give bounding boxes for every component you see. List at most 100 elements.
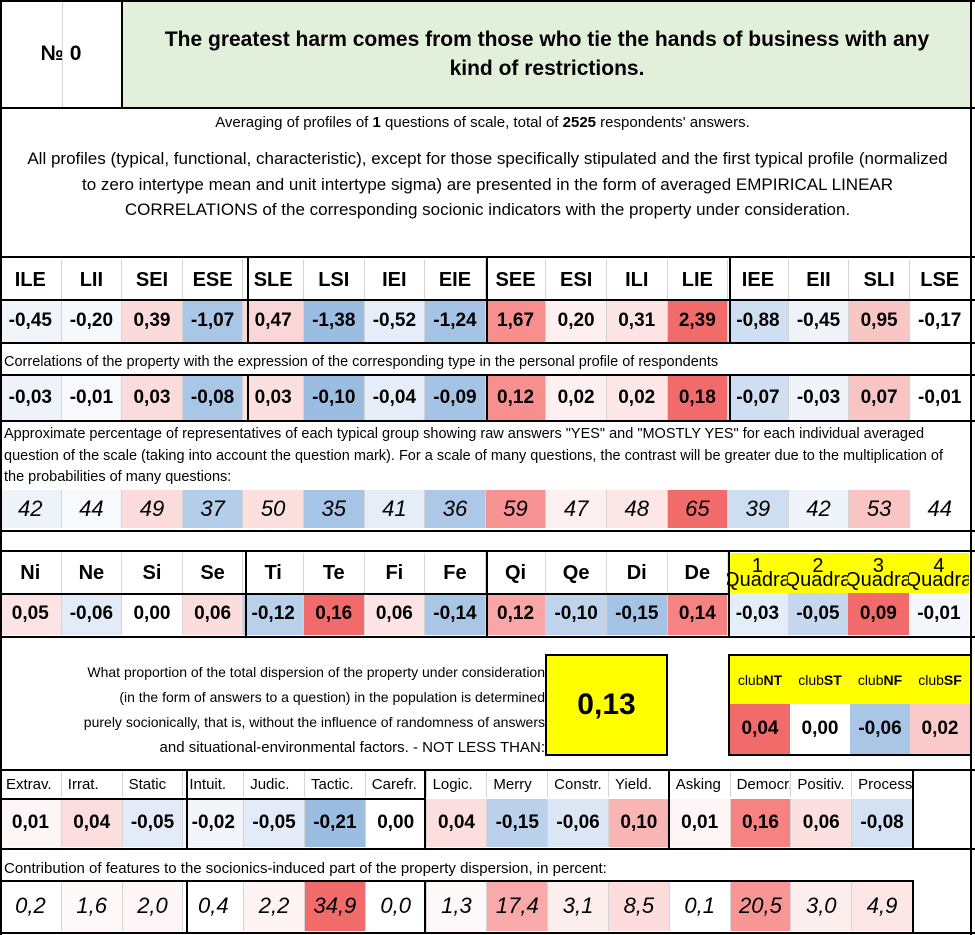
club-value-nf: -0,06: [850, 704, 910, 754]
type-score-iei: -0,52: [363, 300, 425, 342]
correlations-row: -0,03 -0,01 0,03 -0,08 0,03 -0,10 -0,04 -0,09 0,…: [0, 376, 975, 420]
trait-label-asking: Asking: [668, 771, 730, 797]
function-label-de: De: [666, 553, 728, 593]
clubs-table: club NT club ST club NF club SF 0,04 0,00 -0,06 0,…: [728, 654, 972, 756]
type-percentage-eii: 42: [787, 490, 849, 528]
quadra-label-2: 2 Quadra: [787, 553, 849, 593]
type-label-lii: LII: [60, 260, 122, 300]
trait-contribution-judic: 2,2: [243, 881, 304, 931]
trait-contribution-positiv: 3,0: [790, 881, 852, 931]
trait-contribution-logic: 1,3: [425, 881, 487, 931]
trait-value-irrat: 0,04: [60, 799, 122, 847]
quadra-word: Quadra: [727, 569, 788, 591]
type-correlation-sli: 0,07: [848, 376, 909, 420]
type-percentage-ili: 48: [605, 490, 667, 528]
type-percentage-ile: 42: [0, 490, 61, 528]
type-score-see: 1,67: [484, 300, 546, 342]
type-percentage-lii: 44: [60, 490, 122, 528]
type-label-eie: EIE: [424, 260, 485, 300]
type-percentage-iei: 41: [363, 490, 425, 528]
trait-label-democr: Democr.: [729, 771, 790, 797]
quadra-number: 1: [751, 555, 763, 577]
club-label-nt: club NT: [730, 656, 790, 704]
function-value-fi: 0,06: [363, 593, 425, 635]
club-prefix: club: [798, 672, 824, 688]
type-percentage-lie: 65: [666, 490, 728, 528]
functions-value-row: 0,05 -0,06 0,00 0,06 -0,12 0,16 0,06 -0,14 0,12-…: [0, 593, 975, 635]
answer-count: 2525: [562, 114, 597, 131]
club-value-sf: 0,02: [910, 704, 970, 754]
type-label-sei: SEI: [121, 260, 182, 300]
trait-value-constr: -0,06: [547, 799, 608, 847]
type-percentage-see: 59: [484, 490, 546, 528]
trait-contribution-carefr: 0,0: [364, 881, 426, 931]
trait-label-logic: Logic.: [425, 771, 487, 797]
dispersion-value: 0,13: [577, 688, 636, 721]
function-label-se: Se: [181, 553, 243, 593]
club-code: NF: [883, 672, 903, 688]
trait-value-positiv: 0,06: [790, 799, 852, 847]
club-code: SF: [943, 672, 962, 688]
quadra-value-2: -0,05: [787, 593, 849, 635]
function-value-fe: -0,14: [424, 593, 485, 635]
quadra-word: Quadra: [848, 569, 909, 591]
function-value-si: 0,00: [121, 593, 182, 635]
trait-contribution-irrat: 1,6: [60, 881, 122, 931]
type-correlation-iee: -0,07: [727, 376, 788, 420]
function-value-qe: -0,10: [545, 593, 606, 635]
type-percentage-sli: 53: [848, 490, 909, 528]
trait-value-intuit: -0,02: [182, 799, 244, 847]
quadra-label-1: 1 Quadra: [727, 553, 788, 593]
type-label-iee: IEE: [727, 260, 788, 300]
trait-label-positiv: Positiv.: [790, 771, 851, 797]
club-value-nt: 0,04: [730, 704, 790, 754]
type-label-eii: EII: [787, 260, 849, 300]
contributions-row: 0,2 1,6 2,0 0,4 2,2 34,9 0,0 1,3 17,4 3,1 8,5 0,1 20…: [0, 881, 975, 931]
trait-contribution-process: 4,9: [851, 881, 912, 931]
type-label-esi: ESI: [545, 260, 606, 300]
club-prefix: club: [737, 672, 764, 688]
trait-label-judic: Judic.: [243, 771, 304, 797]
type-label-lse: LSE: [908, 260, 970, 300]
statement-text: The greatest harm comes from those who t…: [164, 28, 930, 80]
quadra-value-1: -0,03: [727, 593, 788, 635]
trait-label-constr: Constr.: [547, 771, 608, 797]
function-label-fe: Fe: [424, 553, 485, 593]
trait-label-static: Static: [121, 771, 183, 797]
dispersion-value-box: 0,13: [545, 654, 668, 756]
clubs-value-row: 0,04 0,00 -0,06 0,02: [730, 704, 970, 754]
traits-header-row: Extrav. Irrat. Static Intuit. Judic. Tactic. C…: [0, 771, 975, 797]
trait-value-static: -0,05: [121, 799, 183, 847]
type-label-lie: LIE: [666, 260, 728, 300]
type-correlation-see: 0,12: [484, 376, 546, 420]
trait-value-merry: -0,15: [486, 799, 548, 847]
type-correlation-lie: 0,18: [666, 376, 728, 420]
function-label-fi: Fi: [363, 553, 425, 593]
type-label-ile: ILE: [14, 268, 46, 291]
type-percentage-ese: 37: [181, 490, 243, 528]
type-score-eie: -1,24: [424, 300, 485, 342]
trait-label-intuit: Intuit.: [182, 771, 243, 797]
trait-label-tactic: Tactic.: [303, 771, 365, 797]
function-label-si: Si: [121, 553, 182, 593]
type-correlation-ili: 0,02: [605, 376, 667, 420]
quadra-number: 4: [933, 555, 945, 577]
quadra-label-4: 4 Quadra: [908, 553, 970, 593]
trait-label-process: Process: [851, 771, 912, 797]
trait-value-process: -0,08: [851, 799, 912, 847]
trait-contribution-constr: 3,1: [547, 881, 608, 931]
trait-contribution-asking: 0,1: [668, 881, 730, 931]
function-label-ti: Ti: [242, 553, 303, 593]
function-value-ne: -0,06: [60, 593, 122, 635]
averaging-line: Averaging of profiles of 1 questions of …: [215, 114, 750, 131]
club-label-sf: club SF: [910, 656, 970, 704]
club-code: ST: [823, 672, 842, 688]
quadra-number: 3: [872, 555, 884, 577]
trait-contribution-tactic: 34,9: [303, 881, 365, 931]
trait-contribution-democr: 20,5: [729, 881, 791, 931]
type-correlation-lse: -0,01: [908, 376, 970, 420]
type-score-ili: 0,31: [605, 300, 667, 342]
type-percentage-lsi: 35: [302, 490, 364, 528]
dispersion-text: What proportion of the total dispersion …: [83, 664, 545, 756]
type-correlation-sle: 0,03: [242, 376, 303, 420]
